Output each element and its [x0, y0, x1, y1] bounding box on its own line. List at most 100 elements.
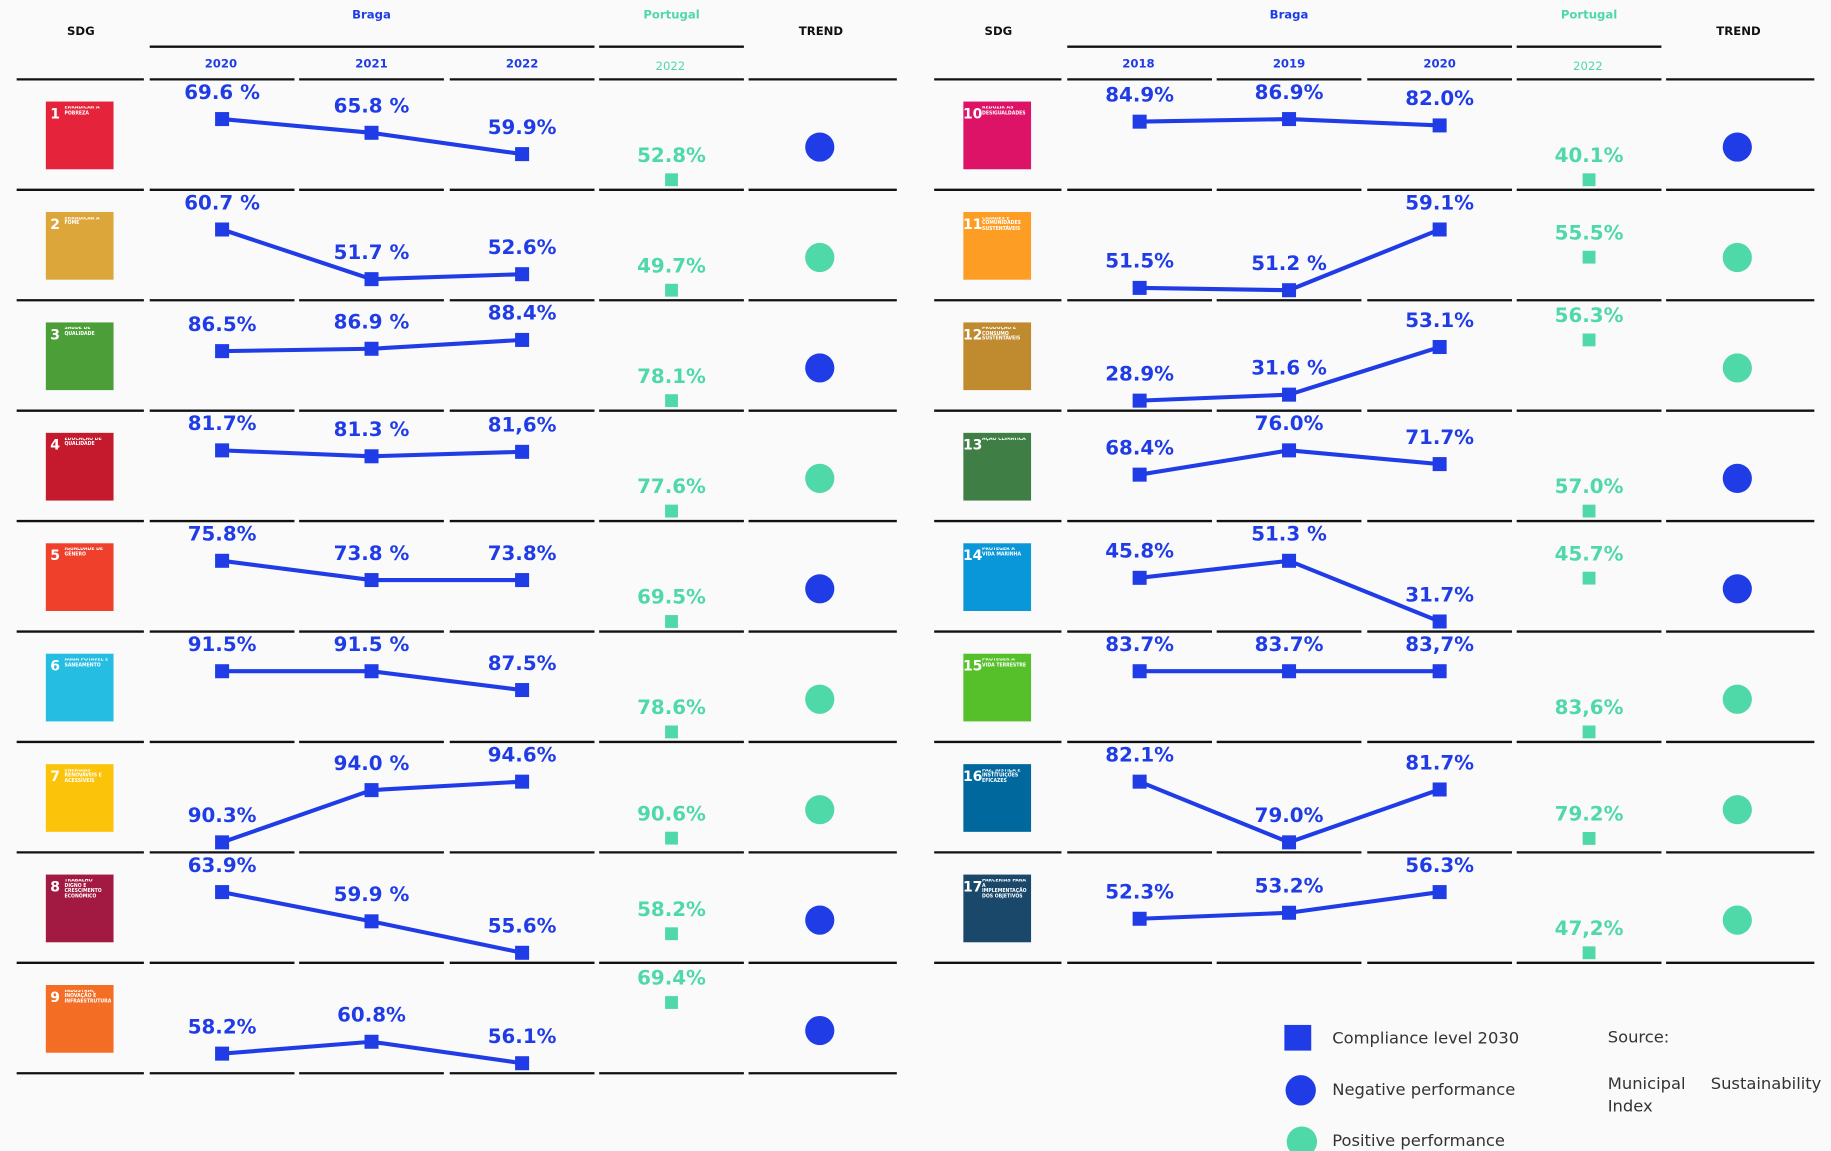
- braga-value-label: 56.1%: [488, 1025, 557, 1048]
- sdg-name: ÁGUA POTÁVEL E SANEAMENTO: [64, 658, 109, 669]
- braga-value-label: 51.7 %: [334, 241, 410, 264]
- trend-indicator: [1722, 684, 1752, 714]
- sdg-name: SAÚDE DE QUALIDADE: [64, 327, 95, 338]
- sdg-name: PROTEGER A VIDA MARINHA: [982, 547, 1022, 559]
- portugal-marker: [1582, 571, 1596, 585]
- portugal-year: 2022: [1573, 59, 1603, 73]
- legend-label: Positive performance: [1332, 1131, 1505, 1150]
- sdg-number: 13: [963, 438, 982, 454]
- braga-marker: [1282, 835, 1297, 850]
- sdg-name: PARCERIAS PARA A IMPLEMENTAÇÃO DOS OBJET…: [982, 879, 1027, 901]
- sdg-icon: [45, 211, 114, 280]
- sdg-name-box: ERRADICAR A FOME: [65, 217, 100, 227]
- sdg-number: 4: [50, 438, 60, 454]
- portugal-value-label: 78.1%: [637, 365, 706, 388]
- braga-marker: [1132, 911, 1147, 926]
- portugal-value-label: 49.7%: [637, 254, 706, 277]
- braga-marker: [215, 664, 230, 679]
- sdg-icon: [45, 764, 114, 832]
- sdg-name: PRODUÇÃO E CONSUMO SUSTENTÁVEIS: [982, 327, 1021, 343]
- portugal-value-label: 57.0%: [1555, 475, 1624, 498]
- sdg-icon: [963, 211, 1032, 280]
- portugal-value-label: 55.5%: [1555, 221, 1624, 244]
- sdg-number: 5: [50, 548, 60, 564]
- braga-marker: [1432, 340, 1447, 355]
- trend-header: TREND: [1716, 24, 1761, 38]
- braga-value-label: 87.5%: [488, 652, 557, 675]
- braga-value-label: 31.6 %: [1251, 356, 1327, 379]
- portugal-header: Portugal: [1561, 8, 1617, 22]
- sdg-name: PROTEGER A VIDA TERRESTRE: [982, 658, 1027, 669]
- sdg-icon: [963, 543, 1032, 611]
- portugal-marker: [1582, 504, 1596, 518]
- portugal-marker: [1582, 173, 1596, 187]
- trend-indicator: [805, 353, 835, 383]
- sdg-name: REDUZIR AS DESIGUALDADES: [982, 106, 1026, 117]
- year-header: 2022: [506, 57, 538, 71]
- sdg-name-box: SAÚDE DE QUALIDADE: [64, 327, 95, 338]
- portugal-value-label: 52.8%: [637, 144, 706, 167]
- portugal-value-label: 90.6%: [637, 802, 706, 825]
- braga-marker: [1132, 570, 1147, 585]
- braga-marker: [515, 147, 530, 162]
- trend-indicator: [805, 795, 835, 825]
- sdg-name-box: REDUZIR AS DESIGUALDADES: [982, 106, 1026, 117]
- sdg-number: 17: [963, 879, 982, 895]
- braga-value-label: 82.0%: [1405, 87, 1474, 110]
- braga-value-label: 52.6%: [488, 236, 557, 259]
- braga-value-label: 91.5%: [188, 633, 257, 656]
- portugal-value-label: 69.5%: [637, 586, 706, 609]
- braga-header: Braga: [352, 8, 391, 22]
- year-header: 2020: [205, 57, 237, 71]
- braga-value-label: 51.3 %: [1251, 523, 1327, 546]
- braga-value-label: 86.9%: [1255, 81, 1324, 104]
- sdg-name-box: ENERGIAS RENOVÁVEIS E ACESSÍVEIS: [65, 769, 102, 784]
- trend-indicator: [805, 684, 835, 714]
- braga-marker: [515, 267, 530, 282]
- sdg-icon: [963, 764, 1032, 832]
- sdg-number: 2: [50, 217, 60, 233]
- trend-indicator: [805, 905, 835, 935]
- source-text-box: Municipal Sustainability Index: [1608, 1075, 1822, 1116]
- braga-marker: [215, 222, 230, 237]
- trend-indicator: [1722, 353, 1752, 383]
- sdg-name: TRABALHO DIGNO E CRESCIMENTO ECONÓMICO: [64, 879, 102, 901]
- legend-swatch: [1284, 1024, 1312, 1051]
- sdg-number: 9: [50, 990, 60, 1006]
- sdg-name-box: PRODUÇÃO E CONSUMO SUSTENTÁVEIS: [982, 327, 1021, 343]
- braga-marker: [215, 885, 230, 900]
- braga-marker: [1432, 885, 1447, 900]
- braga-marker: [215, 835, 230, 850]
- sdg-icon: [45, 874, 114, 943]
- trend-indicator: [1722, 242, 1752, 273]
- braga-value-label: 28.9%: [1105, 362, 1174, 385]
- trend-indicator: [805, 132, 835, 162]
- braga-value-label: 79.0%: [1255, 804, 1324, 827]
- trend-indicator: [1722, 795, 1752, 825]
- braga-value-label: 58.2%: [188, 1015, 257, 1038]
- portugal-marker: [665, 394, 678, 408]
- braga-marker: [515, 1056, 530, 1071]
- sdg-number: 1: [50, 106, 60, 122]
- braga-marker: [364, 449, 379, 464]
- braga-marker: [1432, 457, 1447, 472]
- sdg-number: 3: [50, 327, 60, 343]
- sdg-name-box: IGUALDADE DE GÉNERO: [65, 548, 104, 558]
- braga-marker: [515, 774, 530, 789]
- braga-value-label: 73.8%: [488, 542, 557, 565]
- legend-label: Compliance level 2030: [1332, 1028, 1519, 1047]
- braga-marker: [1282, 387, 1297, 402]
- sdg-name-box: TRABALHO DIGNO E CRESCIMENTO ECONÓMICO: [64, 879, 102, 901]
- braga-value-label: 59.1%: [1405, 191, 1474, 214]
- braga-value-label: 88.4%: [488, 302, 557, 325]
- portugal-value-label: 58.2%: [637, 898, 706, 921]
- portugal-value-label: 40.1%: [1555, 144, 1624, 167]
- braga-marker: [1132, 774, 1147, 789]
- portugal-marker: [665, 504, 678, 518]
- braga-marker: [215, 443, 230, 458]
- sdg-number: 7: [50, 769, 60, 785]
- braga-value-label: 65.8 %: [334, 95, 410, 118]
- sdg-number: 15: [963, 659, 982, 675]
- sdg-icon: [45, 322, 114, 391]
- year-header: 2019: [1273, 57, 1305, 71]
